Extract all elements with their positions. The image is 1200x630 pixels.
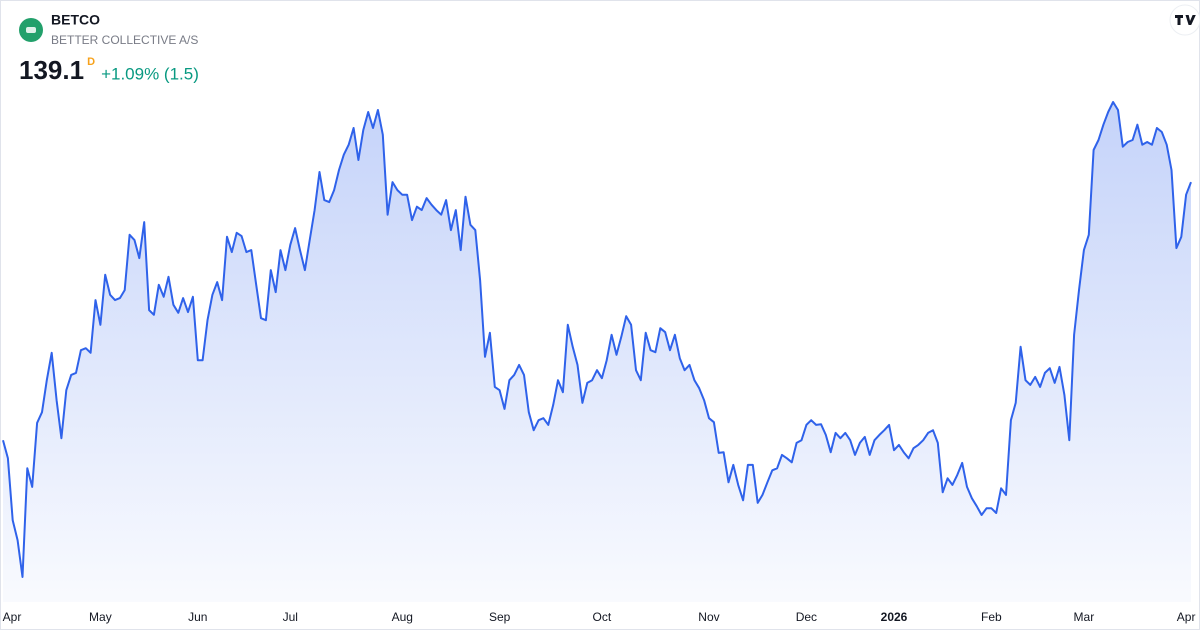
x-tick-label: May xyxy=(89,610,112,624)
logo-mark xyxy=(26,27,36,33)
x-tick-label: Apr xyxy=(3,610,22,624)
x-tick-label: Dec xyxy=(796,610,817,624)
x-tick-label: Oct xyxy=(593,610,612,624)
x-tick-label: Nov xyxy=(698,610,719,624)
x-tick-label: Jun xyxy=(188,610,207,624)
tv-logo[interactable] xyxy=(1169,4,1200,36)
price: 139.1 xyxy=(19,55,84,85)
x-tick-label: Apr xyxy=(1177,610,1196,624)
interval: D xyxy=(87,56,95,68)
plot-area xyxy=(2,101,1192,602)
area-fill xyxy=(3,102,1191,602)
change: +1.09% (1.5) xyxy=(101,64,199,83)
x-tick-label: Mar xyxy=(1074,610,1095,624)
company-name: BETTER COLLECTIVE A/S xyxy=(51,33,198,47)
x-tick-label: Jul xyxy=(283,610,298,624)
x-tick-label: 2026 xyxy=(881,610,908,624)
x-tick-label: Sep xyxy=(489,610,511,624)
x-tick-label: Aug xyxy=(392,610,413,624)
symbol: BETCO xyxy=(51,12,100,28)
price-line xyxy=(2,101,1192,578)
x-tick-label: Feb xyxy=(981,610,1002,624)
